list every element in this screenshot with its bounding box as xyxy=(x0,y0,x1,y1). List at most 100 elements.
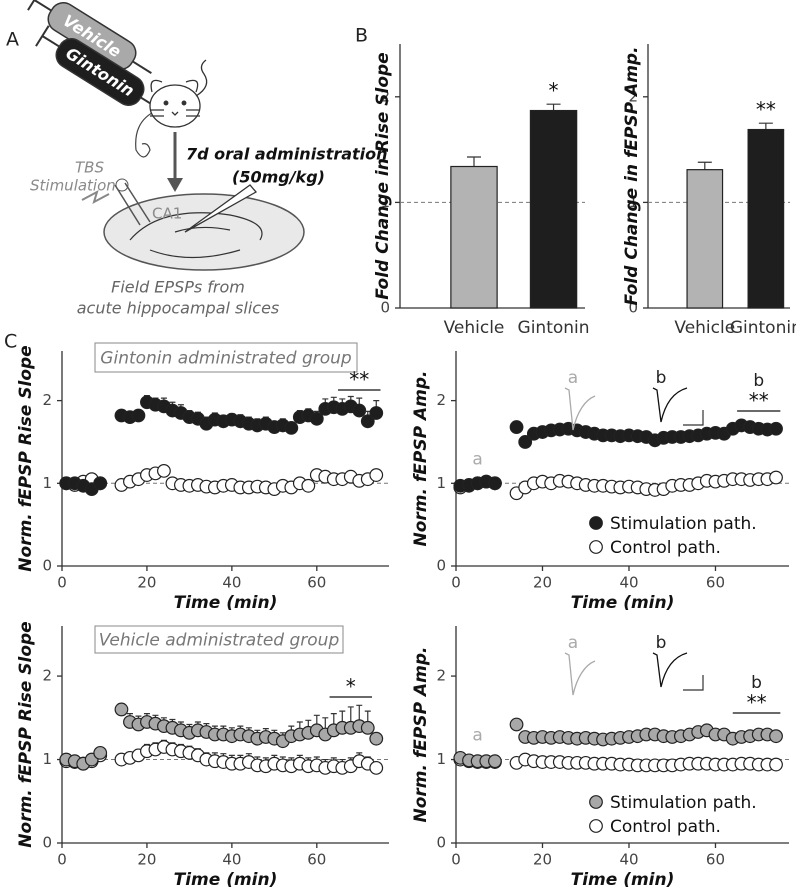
legend-label: Control path. xyxy=(610,817,721,837)
bar xyxy=(529,109,578,309)
data-point xyxy=(769,470,783,485)
arrow-head xyxy=(167,178,183,192)
data-point xyxy=(769,757,783,772)
error-bar xyxy=(697,161,712,170)
region-label: CA1 xyxy=(152,205,182,223)
y-axis-label: Norm. fEPSP Rise Slope xyxy=(16,621,36,847)
inset-trace xyxy=(564,652,596,696)
y-tick-label: 1 xyxy=(628,193,638,211)
stim-text: Stimulation xyxy=(30,177,116,195)
x-tick-label: 20 xyxy=(137,574,156,592)
data-point xyxy=(360,720,375,735)
inset-label: a xyxy=(568,368,578,388)
y-tick-label: 1 xyxy=(436,474,446,492)
y-tick-label: 1 xyxy=(436,750,446,768)
panel-label: B xyxy=(355,25,368,47)
title-box xyxy=(94,342,358,373)
recording-pipette xyxy=(184,184,258,233)
route-text: 7d oral administration xyxy=(186,145,388,164)
error-bar xyxy=(758,122,773,130)
data-point xyxy=(284,421,299,435)
y-tick-label: 0 xyxy=(628,299,638,317)
period-label: b xyxy=(753,371,764,391)
y-tick-label: 2 xyxy=(42,391,52,409)
scale-bar xyxy=(683,410,704,426)
data-point xyxy=(309,411,324,426)
error-bar xyxy=(546,103,561,111)
data-point xyxy=(93,745,108,760)
data-point xyxy=(352,403,367,418)
legend-marker xyxy=(589,819,603,833)
mouse xyxy=(149,59,208,128)
y-tick-label: 2 xyxy=(380,87,390,105)
data-point xyxy=(131,408,146,423)
y-tick-label: 2 xyxy=(42,667,52,685)
data-point xyxy=(509,717,524,732)
significance: ** xyxy=(349,368,369,392)
period-label: b xyxy=(751,673,762,693)
data-point xyxy=(369,760,384,775)
y-axis-label: Norm. fEPSP Amp. xyxy=(411,647,431,823)
category-label: Gintonin xyxy=(730,318,796,338)
inset-label: b xyxy=(656,368,667,388)
hippocampus xyxy=(129,212,263,259)
period-label: a xyxy=(472,726,482,746)
y-tick-label: 0 xyxy=(42,834,52,852)
y-axis-label: Fold Change in fEPSP Amp. xyxy=(622,46,642,305)
title-box xyxy=(94,625,344,654)
y-tick-label: 2 xyxy=(436,667,446,685)
x-tick-label: 20 xyxy=(533,851,552,869)
data-point xyxy=(518,435,533,449)
caption: acute hippocampal slices xyxy=(77,299,280,318)
y-tick-label: 0 xyxy=(380,299,390,317)
data-point xyxy=(360,414,375,429)
y-tick-label: 1 xyxy=(42,474,52,492)
data-point xyxy=(157,464,171,478)
data-point xyxy=(93,476,108,491)
significance: ** xyxy=(756,98,776,122)
tube xyxy=(135,109,159,158)
route-text: (50mg/kg) xyxy=(232,168,325,187)
y-tick-label: 0 xyxy=(42,557,52,575)
x-tick-label: 40 xyxy=(222,574,241,592)
x-axis-label: Time (min) xyxy=(174,870,278,890)
significance: * xyxy=(549,79,559,103)
data-point xyxy=(369,468,384,482)
data-point xyxy=(114,702,129,717)
inset-trace xyxy=(652,387,688,423)
data-point xyxy=(488,476,502,491)
x-tick-label: 0 xyxy=(451,851,461,869)
significance: ** xyxy=(747,691,767,715)
electrode-tip xyxy=(115,178,129,192)
stim-bolt xyxy=(81,189,110,205)
x-tick-label: 0 xyxy=(57,574,67,592)
category-label: Vehicle xyxy=(444,318,505,338)
caption: Field EPSPs from xyxy=(111,278,245,297)
panel-label: C xyxy=(4,331,17,353)
x-tick-label: 40 xyxy=(619,574,638,592)
inset-trace xyxy=(564,387,596,431)
category-label: Gintonin xyxy=(518,318,590,338)
y-axis-label: Norm. fEPSP Amp. xyxy=(411,371,431,547)
legend-marker xyxy=(589,795,603,809)
x-tick-label: 0 xyxy=(57,851,67,869)
x-axis-label: Time (min) xyxy=(174,593,278,613)
significance: * xyxy=(346,675,356,699)
y-tick-label: 1 xyxy=(42,750,52,768)
diagram: Vehicle Gintonin 7d oral administration … xyxy=(27,0,388,318)
significance: ** xyxy=(749,389,769,413)
legend-label: Stimulation path. xyxy=(610,793,757,813)
x-tick-label: 60 xyxy=(706,574,725,592)
x-tick-label: 0 xyxy=(451,574,461,592)
inset-trace xyxy=(652,652,688,688)
bar xyxy=(686,169,724,309)
x-tick-label: 60 xyxy=(307,574,326,592)
legend-label: Control path. xyxy=(610,538,721,558)
x-tick-label: 40 xyxy=(619,851,638,869)
panel-title: Gintonin administrated group xyxy=(100,349,352,369)
y-tick-label: 2 xyxy=(628,87,638,105)
legend-marker xyxy=(589,540,603,554)
data-point xyxy=(488,754,502,769)
stim-text: TBS xyxy=(75,159,104,177)
